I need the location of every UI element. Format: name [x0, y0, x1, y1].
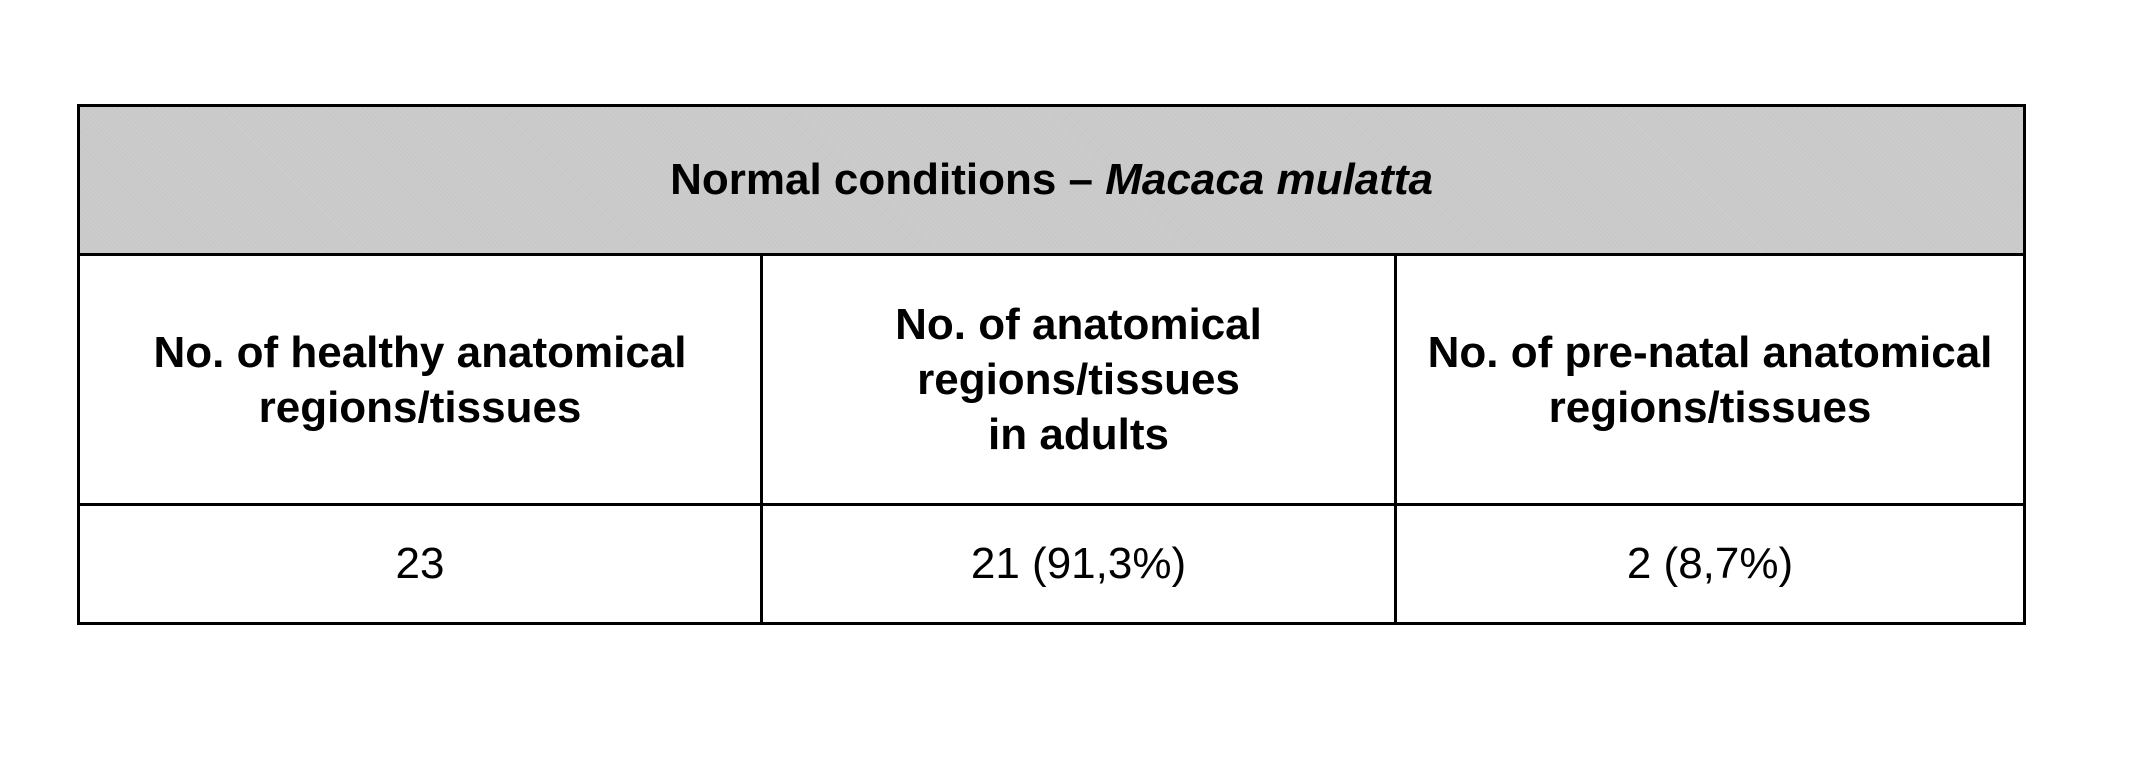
value-healthy-regions: 23	[77, 503, 763, 625]
header-row: No. of healthy anatomical regions/tissue…	[77, 253, 2027, 506]
header-line: No. of anatomical	[895, 300, 1262, 349]
header-line: No. of healthy anatomical	[153, 327, 687, 377]
header-line: regions/tissues	[1548, 382, 1872, 432]
table-container: Normal conditions – Macaca mulatta No. o…	[76, 104, 2027, 625]
header-line: regions/tissues	[917, 355, 1240, 404]
header-healthy-regions: No. of healthy anatomical regions/tissue…	[77, 253, 763, 506]
value-adult-regions: 21 (91,3%)	[760, 503, 1397, 625]
header-adult-regions: No. of anatomical regions/tissues in adu…	[760, 253, 1397, 506]
header-line: No. of pre-natal anatomical	[1427, 327, 1993, 377]
table-title-prefix: Normal conditions –	[670, 155, 1106, 204]
title-row: Normal conditions – Macaca mulatta	[76, 104, 2027, 256]
header-prenatal-regions: No. of pre-natal anatomical regions/tiss…	[1393, 253, 2027, 506]
data-table: Normal conditions – Macaca mulatta No. o…	[76, 104, 2027, 625]
table-title: Normal conditions – Macaca mulatta	[76, 104, 2027, 256]
header-line: in adults	[988, 410, 1169, 459]
table-title-species: Macaca mulatta	[1105, 155, 1433, 204]
header-line: regions/tissues	[258, 382, 582, 432]
value-row: 23 21 (91,3%) 2 (8,7%)	[77, 503, 2027, 625]
value-prenatal-regions: 2 (8,7%)	[1393, 503, 2027, 625]
